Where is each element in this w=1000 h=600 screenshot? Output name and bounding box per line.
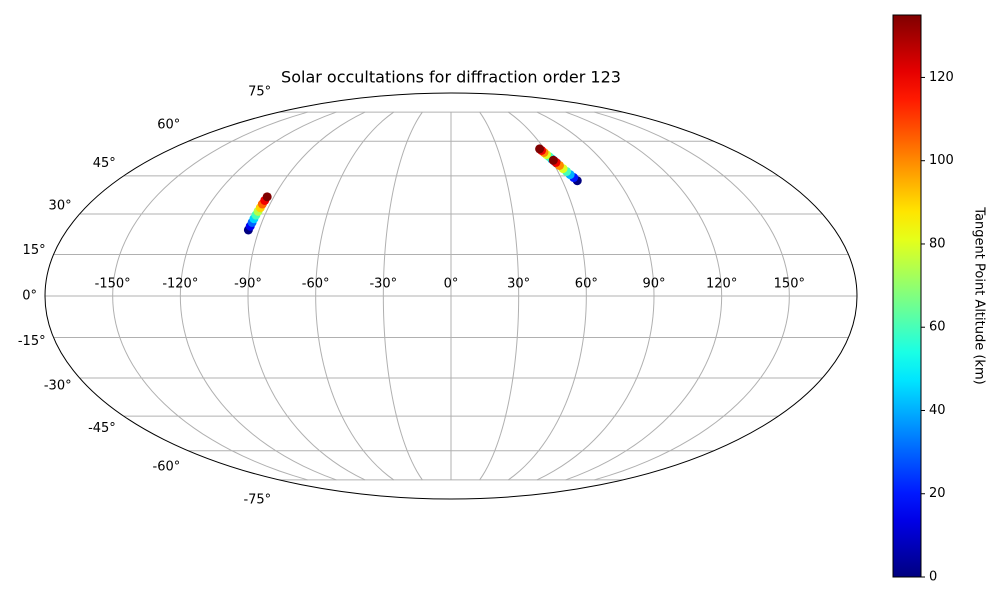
colorbar-tick-label: 20 <box>929 486 946 501</box>
y-tick-label: 45° <box>93 156 116 171</box>
scatter-point <box>535 144 545 154</box>
colorbar-tick-label: 80 <box>929 236 946 251</box>
x-tick-label: 0° <box>444 277 459 292</box>
y-tick-label: 15° <box>23 243 46 258</box>
grid-line <box>382 111 423 481</box>
colorbar <box>892 14 922 578</box>
grid-line <box>179 111 337 481</box>
colorbar-tick-label: 120 <box>929 70 954 85</box>
grid-line <box>315 111 395 481</box>
grid-line <box>536 111 655 481</box>
chart-title: Solar occultations for diffraction order… <box>281 68 621 87</box>
y-tick-label: -75° <box>243 493 271 508</box>
y-tick-label: -45° <box>88 421 116 436</box>
colorbar-label: Tangent Point Altitude (km) <box>972 206 987 384</box>
x-tick-label: 150° <box>774 277 805 292</box>
y-tick-label: -15° <box>18 334 46 349</box>
x-tick-label: -120° <box>162 277 198 292</box>
y-tick-label: 30° <box>49 198 72 213</box>
y-tick-label: 75° <box>248 84 271 99</box>
grid-line <box>594 111 790 481</box>
x-tick-label: -90° <box>234 277 262 292</box>
scatter-point <box>548 155 558 165</box>
scatter-point <box>262 192 272 202</box>
colorbar-tick-label: 100 <box>929 153 954 168</box>
grid-line <box>112 111 308 481</box>
grid-line <box>565 111 723 481</box>
x-tick-label: -60° <box>302 277 330 292</box>
colorbar-tick-label: 60 <box>929 320 946 335</box>
x-tick-label: 120° <box>706 277 737 292</box>
y-tick-label: 0° <box>22 289 37 304</box>
map-boundary <box>44 92 858 500</box>
colorbar-tick-label: 40 <box>929 403 946 418</box>
y-tick-label: 60° <box>157 118 180 133</box>
colorbar-tick-label: 0 <box>929 570 937 585</box>
grid-line <box>247 111 366 481</box>
x-tick-label: -150° <box>95 277 131 292</box>
x-tick-label: -30° <box>369 277 397 292</box>
y-tick-label: -60° <box>153 459 181 474</box>
x-tick-label: 60° <box>575 277 598 292</box>
x-tick-label: 30° <box>507 277 530 292</box>
y-tick-label: -30° <box>44 379 72 394</box>
x-tick-label: 90° <box>642 277 665 292</box>
grid-line <box>479 111 520 481</box>
